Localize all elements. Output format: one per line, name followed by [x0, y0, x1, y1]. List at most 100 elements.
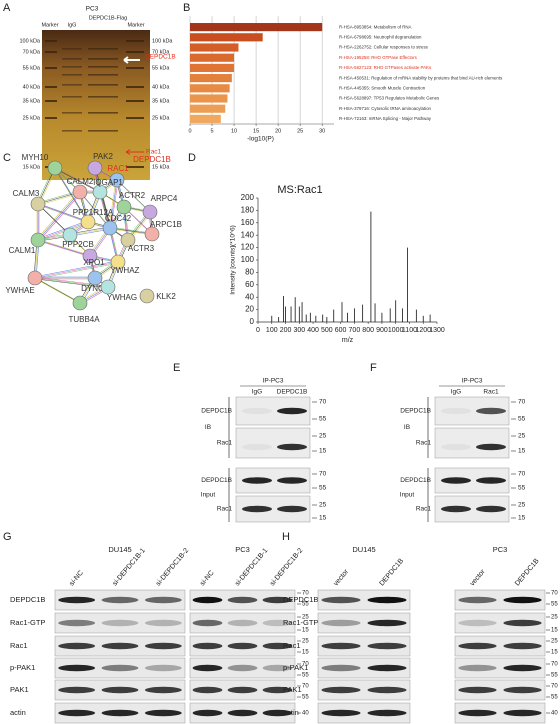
node: [27, 270, 43, 286]
node-label: YWHAZ: [111, 266, 140, 275]
band: [277, 443, 307, 451]
band: [367, 596, 407, 604]
x-tick-label: 400: [307, 327, 319, 334]
blot: [317, 679, 411, 701]
band: [476, 443, 506, 451]
row-label: DEPDC1B: [10, 595, 45, 604]
lane-label: si-DEPDC1B-2: [155, 547, 190, 587]
marker-label: 40: [302, 711, 309, 717]
lane-label: Marker: [41, 22, 58, 28]
cell-line: DU145: [352, 545, 375, 554]
band: [101, 596, 139, 604]
y-tick-label: 80: [245, 268, 254, 277]
edge: [35, 262, 120, 280]
lane-label: DEPDC1B-Flag: [89, 15, 128, 21]
category-label: R-HSA-6798695: Neutrophil degranulation: [339, 34, 422, 39]
node: [116, 199, 132, 215]
group-label: IB: [205, 424, 211, 431]
row-label: DEPDC1B: [283, 595, 318, 604]
band: [458, 596, 497, 604]
cell-line: DU145: [108, 545, 131, 554]
row-label: DEPDC1B: [400, 477, 431, 484]
node-label: YWHAE: [5, 286, 34, 295]
marker-label: 25: [302, 639, 309, 645]
band: [367, 619, 407, 627]
annotation: Rac1: [146, 149, 162, 156]
band: [503, 664, 542, 672]
bar: [190, 33, 263, 42]
node: [72, 295, 88, 311]
marker-label: 70: [319, 471, 327, 478]
blot: [317, 589, 411, 611]
group-label: Input: [201, 492, 216, 499]
band: [144, 642, 182, 650]
band: [321, 619, 361, 627]
marker-label: 70 kDa: [23, 49, 41, 55]
edge: [108, 178, 117, 228]
x-tick-label: 1100: [402, 327, 417, 334]
row-label: p-PAK1: [10, 663, 35, 672]
marker-band: [126, 100, 144, 102]
band: [458, 686, 497, 694]
marker-label: 15: [551, 628, 558, 634]
edge: [109, 179, 118, 229]
node-label: ARPC4: [151, 194, 178, 203]
band: [88, 66, 118, 68]
row-label: actin: [283, 708, 299, 717]
bar: [190, 94, 228, 103]
row-label: actin: [10, 708, 26, 717]
marker-label: 70: [551, 591, 558, 597]
edge: [55, 168, 90, 224]
band: [101, 709, 139, 717]
panel-label: G: [3, 531, 12, 543]
band: [321, 664, 361, 672]
band: [192, 596, 223, 604]
band: [242, 505, 272, 513]
edge: [37, 221, 89, 241]
band: [441, 407, 471, 415]
band: [321, 709, 361, 717]
y-tick-label: 20: [245, 305, 254, 314]
band: [88, 84, 118, 86]
band: [321, 686, 361, 694]
marker-label: 55: [518, 416, 526, 423]
x-tick-label: 10: [231, 128, 237, 134]
marker-label: 55: [551, 695, 558, 701]
marker-label: 100 kDa: [20, 38, 41, 44]
marker-band: [126, 86, 144, 88]
marker-label: 15: [518, 515, 526, 522]
row-label: Rac1: [283, 641, 301, 650]
marker-label: 25: [319, 433, 327, 440]
node-label: ACTR3: [128, 244, 155, 253]
lane-label: IgG: [252, 389, 262, 396]
x-tick-label: 30: [319, 128, 325, 134]
group-label: IB: [404, 424, 410, 431]
x-tick-label: 200: [280, 327, 292, 334]
arrow: [123, 56, 140, 64]
y-axis-label: Intensity [counts](*10^6): [230, 225, 237, 295]
cell-line: PC3: [235, 545, 250, 554]
blot: [454, 657, 546, 679]
blot: [434, 427, 510, 459]
marker-label: 15: [319, 448, 327, 455]
node-label: CALM2: [67, 177, 94, 186]
row-label: DEPDC1B: [201, 477, 232, 484]
gel-header: PC3: [86, 6, 99, 13]
node: [142, 204, 158, 220]
marker-label: 15: [551, 650, 558, 656]
blot: [454, 679, 546, 701]
row-label: DEPDC1B: [201, 408, 232, 415]
node: [47, 160, 63, 176]
lane-label: vector: [333, 568, 351, 588]
y-tick-label: 100: [241, 255, 255, 264]
panel-label: C: [3, 152, 11, 164]
band: [476, 477, 506, 484]
node: [139, 288, 155, 304]
marker-label: 25: [551, 615, 558, 621]
annotation: DEPDC1B: [145, 54, 176, 61]
bar: [190, 104, 226, 113]
node-label: CALM1: [9, 246, 36, 255]
node: [87, 270, 103, 286]
x-axis-label: m/z: [342, 337, 354, 344]
